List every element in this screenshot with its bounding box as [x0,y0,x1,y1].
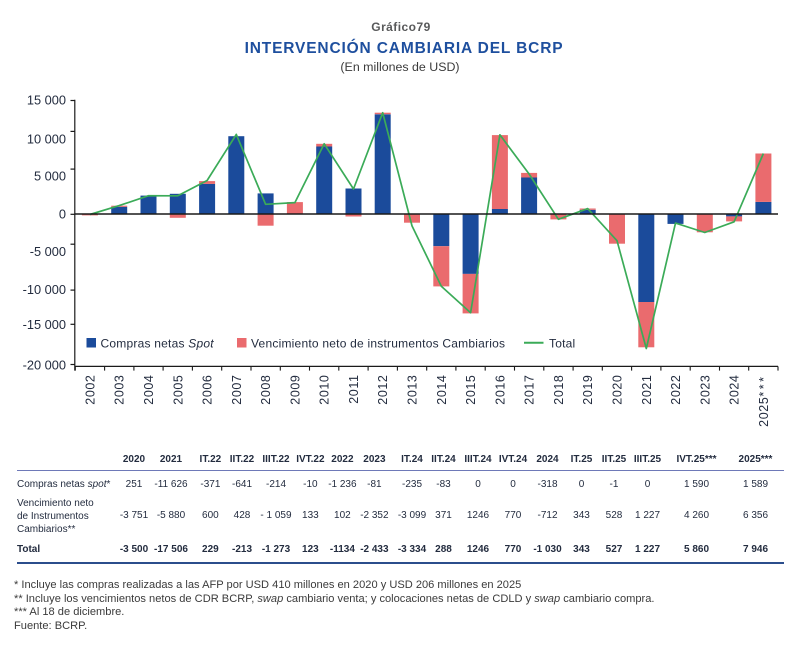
svg-text:-5 000: -5 000 [30,244,66,259]
svg-text:5 000: 5 000 [34,168,66,183]
svg-text:2014: 2014 [435,375,449,405]
svg-text:2004: 2004 [142,375,156,405]
svg-text:2025***: 2025*** [757,375,771,427]
svg-text:2003: 2003 [113,375,127,405]
svg-text:2005: 2005 [171,375,185,405]
svg-text:2008: 2008 [259,375,273,405]
svg-text:2007: 2007 [230,375,244,405]
svg-text:2015: 2015 [464,375,478,405]
svg-text:Compras netas Spot: Compras netas Spot [101,337,215,351]
svg-text:2016: 2016 [493,375,507,405]
svg-text:-10 000: -10 000 [23,282,66,297]
svg-text:15 000: 15 000 [27,92,66,107]
svg-text:-15 000: -15 000 [23,317,66,332]
svg-text:0: 0 [59,207,66,222]
svg-text:2011: 2011 [347,375,361,404]
svg-text:2017: 2017 [523,375,537,405]
svg-text:-20 000: -20 000 [23,357,66,372]
svg-text:2021: 2021 [640,375,654,405]
svg-text:2023: 2023 [698,375,712,405]
svg-text:2009: 2009 [288,375,302,405]
svg-text:2006: 2006 [201,375,215,405]
svg-text:2012: 2012 [376,375,390,405]
svg-text:2019: 2019 [581,375,595,405]
svg-text:10 000: 10 000 [27,131,66,146]
svg-text:2010: 2010 [318,375,332,405]
svg-text:Vencimiento neto de instrument: Vencimiento neto de instrumentos Cambiar… [251,337,505,351]
svg-text:2013: 2013 [406,375,420,405]
svg-text:Total: Total [549,337,575,351]
svg-text:2002: 2002 [83,375,97,405]
svg-text:2024: 2024 [728,375,742,405]
svg-text:2022: 2022 [669,375,683,405]
svg-text:2018: 2018 [552,375,566,405]
svg-text:2020: 2020 [611,375,625,405]
